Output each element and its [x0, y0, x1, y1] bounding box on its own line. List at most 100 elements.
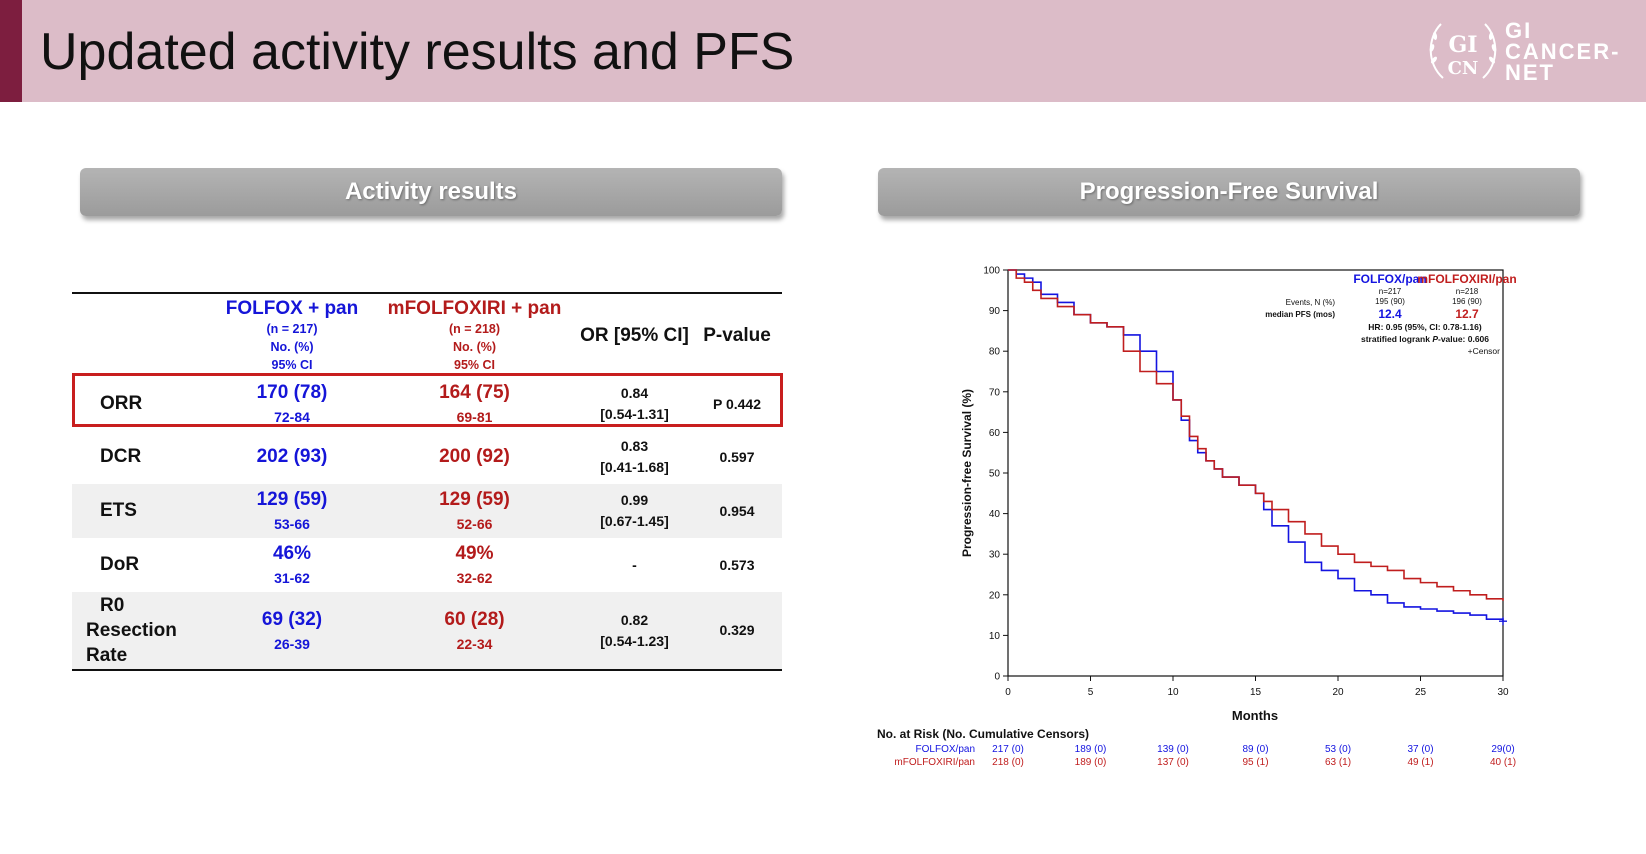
mfolfoxiri-title: mFOLFOXIRI + pan	[387, 298, 562, 319]
table-row-orr: ORR 170 (78) 72-84 164 (75) 69-81 0.84 [0.5…	[72, 378, 782, 430]
y-tick-label: 80	[989, 347, 1001, 358]
mfolfoxiri-median: 12.7	[1455, 307, 1479, 321]
table-row-dcr: DCR 202 (93) 200 (92) 0.83 [0.41-1.68] 0.…	[72, 430, 782, 484]
legend-folfox: FOLFOX/pan	[1353, 272, 1426, 286]
x-tick-label: 30	[1497, 687, 1509, 698]
x-tick-label: 15	[1250, 687, 1262, 698]
or-ci: [0.54-1.23]	[600, 632, 669, 649]
folfox-title: FOLFOX + pan	[225, 298, 359, 319]
row-label: DCR	[100, 446, 142, 467]
y-tick-label: 90	[989, 306, 1001, 317]
x-tick-label: 5	[1088, 687, 1094, 698]
risk-row-label-folfox: FOLFOX/pan	[916, 744, 975, 755]
header-mfolfoxiri: mFOLFOXIRI + pan (n = 218) No. (%) 95% C…	[372, 293, 577, 378]
legend-mfolfoxiri: mFOLFOXIRI/pan	[1417, 272, 1516, 286]
folfox-cell: 129 (59) 53-66	[212, 484, 372, 538]
or-cell: 0.99 [0.67-1.45]	[577, 484, 692, 538]
risk-value: 89 (0)	[1242, 744, 1268, 755]
folfox-cell: 46% 31-62	[212, 538, 372, 592]
or-ci: [0.67-1.45]	[600, 513, 669, 529]
median-label: median PFS (mos)	[1265, 310, 1335, 319]
row-label-line: Rate	[86, 645, 128, 666]
censor-mark	[1499, 617, 1507, 626]
mfolfoxiri-cell: 164 (75) 69-81	[372, 378, 577, 430]
header-or: OR [95% CI]	[580, 325, 689, 346]
logrank-pvalue: stratified logrank P-value: 0.606	[1361, 334, 1489, 344]
folfox-ci: 72-84	[274, 409, 310, 425]
logrank-suffix: -value: 0.606	[1438, 334, 1489, 344]
logrank-prefix: stratified logrank	[1361, 334, 1432, 344]
row-label: ETS	[100, 500, 137, 521]
orr-highlight-box	[72, 373, 783, 427]
folfox-events: 195 (90)	[1375, 297, 1405, 306]
mfolfoxiri-ci-label: 95% CI	[454, 358, 495, 372]
y-tick-label: 10	[989, 631, 1001, 642]
folfox-cell: 69 (32) 26-39	[212, 592, 372, 670]
or-value: 0.82	[620, 611, 649, 628]
y-tick-label: 50	[989, 469, 1001, 480]
mfolfoxiri-cell: 200 (92)	[372, 430, 577, 484]
mfolfoxiri-value: 164 (75)	[439, 382, 510, 403]
risk-value: 53 (0)	[1325, 744, 1351, 755]
or-ci: [0.41-1.68]	[600, 459, 669, 475]
mfolfoxiri-value: 49%	[455, 543, 494, 564]
folfox-value: 129 (59)	[256, 489, 328, 510]
header-banner: Updated activity results and PFS GI CN G…	[0, 0, 1646, 102]
folfox-unit: No. (%)	[270, 340, 314, 354]
events-label: Events, N (%)	[1286, 298, 1336, 307]
folfox-ci: 31-62	[274, 570, 310, 586]
risk-value: 29(0)	[1491, 744, 1514, 755]
y-tick-label: 0	[994, 672, 1000, 683]
section-header-pfs: Progression-Free Survival	[878, 168, 1580, 216]
x-tick-label: 25	[1415, 687, 1427, 698]
y-tick-label: 100	[983, 266, 1000, 277]
folfox-ci: 26-39	[274, 635, 310, 652]
or-cell: 0.83 [0.41-1.68]	[577, 430, 692, 484]
y-axis-label: Progression-free Survival (%)	[960, 389, 974, 557]
table-header-row: FOLFOX + pan (n = 217) No. (%) 95% CI mF…	[72, 293, 782, 378]
mfolfoxiri-n: n=218	[1456, 287, 1479, 296]
mfolfoxiri-ci: 22-34	[456, 635, 493, 652]
hazard-ratio: HR: 0.95 (95%, CI: 0.78-1.16)	[1368, 322, 1482, 332]
folfox-n: (n = 217)	[266, 322, 318, 336]
y-tick-label: 60	[989, 428, 1001, 439]
or-ci: [0.54-1.31]	[600, 406, 669, 422]
or-value: 0.99	[620, 492, 649, 508]
mfolfoxiri-survival-curve	[1008, 269, 1504, 601]
logo-line: NET	[1505, 60, 1555, 85]
folfox-cell: 170 (78) 72-84	[212, 378, 372, 430]
risk-value: 63 (1)	[1325, 757, 1351, 768]
folfox-ci: 53-66	[274, 516, 310, 532]
folfox-value: 69 (32)	[261, 608, 323, 630]
page-title: Updated activity results and PFS	[40, 23, 795, 81]
mfolfoxiri-cell: 49% 32-62	[372, 538, 577, 592]
x-axis-label: Months	[1232, 708, 1278, 723]
logrank-p: P	[1432, 334, 1438, 344]
row-label: R0 Resection Rate	[72, 592, 212, 670]
logo-wordmark: GI CANCER- NET	[1505, 20, 1620, 85]
folfox-value: 202 (93)	[256, 446, 328, 467]
x-tick-label: 10	[1167, 687, 1179, 698]
mfolfoxiri-cell: 60 (28) 22-34	[372, 592, 577, 670]
section-header-activity: Activity results	[80, 168, 782, 216]
table-row-dor: DoR 46% 31-62 49% 32-62 - 0.573	[72, 538, 782, 592]
mfolfoxiri-value: 129 (59)	[439, 489, 510, 510]
or-cell: 0.82 [0.54-1.23]	[577, 592, 692, 670]
header-pvalue: P-value	[703, 325, 771, 346]
mfolfoxiri-value: 60 (28)	[444, 608, 505, 630]
risk-value: 189 (0)	[1075, 757, 1107, 768]
y-tick-label: 20	[989, 590, 1001, 601]
p-value: P 0.442	[712, 395, 761, 412]
mfolfoxiri-unit: No. (%)	[452, 340, 497, 354]
p-value: 0.954	[719, 502, 755, 519]
mfolfoxiri-events: 196 (90)	[1452, 297, 1482, 306]
folfox-median: 12.4	[1378, 307, 1402, 321]
risk-row-label-mfolfoxiri: mFOLFOXIRI/pan	[894, 757, 975, 768]
folfox-value: 46%	[272, 543, 312, 564]
y-tick-label: 40	[989, 509, 1001, 520]
risk-value: 95 (1)	[1242, 757, 1268, 768]
risk-value: 189 (0)	[1075, 744, 1107, 755]
activity-results-table: FOLFOX + pan (n = 217) No. (%) 95% CI mF…	[72, 292, 782, 671]
header-folfox: FOLFOX + pan (n = 217) No. (%) 95% CI	[212, 293, 372, 378]
mfolfoxiri-cell: 129 (59) 52-66	[372, 484, 577, 538]
